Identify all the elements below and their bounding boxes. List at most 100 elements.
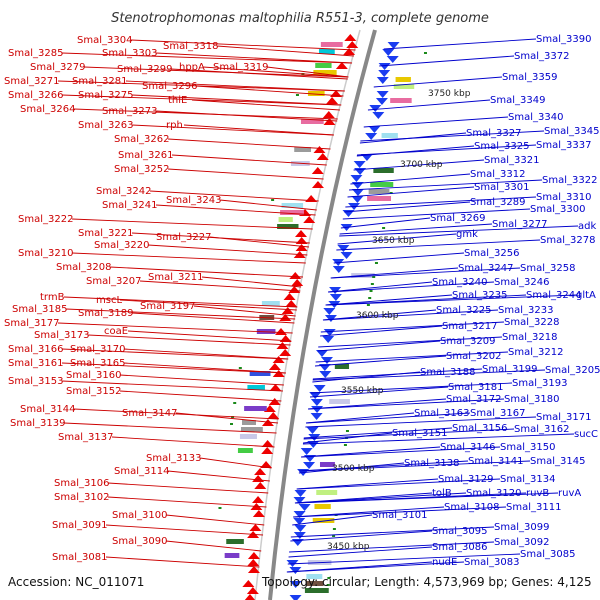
gene-label[interactable]: Smal_3173 (34, 330, 89, 341)
gene-label[interactable]: Smal_3090 (112, 536, 167, 547)
gene-label[interactable]: Smal_3340 (508, 112, 563, 123)
gene-label[interactable]: Smal_3147 (122, 408, 177, 419)
gene-label[interactable]: Smal_3152 (66, 386, 121, 397)
gene-label[interactable]: Smal_3261 (118, 150, 173, 161)
gene-label[interactable]: Smal_3092 (494, 537, 549, 548)
gene-label[interactable]: Smal_3139 (10, 418, 65, 429)
gene-label[interactable]: thiE (168, 95, 187, 106)
gene-label[interactable]: Smal_3180 (504, 394, 559, 405)
gene-label[interactable]: mscL (96, 295, 122, 306)
gene-label[interactable]: Smal_3244 (526, 290, 581, 301)
gene-label[interactable]: Smal_3296 (142, 81, 197, 92)
gene-label[interactable]: Smal_3247 (458, 263, 513, 274)
gene-label[interactable]: Smal_3252 (114, 164, 169, 175)
gene-label[interactable]: Smal_3275 (78, 90, 133, 101)
gene-label[interactable]: hppA (179, 62, 205, 73)
gene-label[interactable]: Smal_3218 (502, 332, 557, 343)
gene-label[interactable]: Smal_3111 (506, 502, 561, 513)
gene-label[interactable]: Smal_3156 (452, 423, 507, 434)
gene-label[interactable]: Smal_3193 (512, 378, 567, 389)
gene-label[interactable]: Smal_3141 (468, 456, 523, 467)
gene-label[interactable]: Smal_3170 (70, 344, 125, 355)
gene-label[interactable]: Smal_3150 (500, 442, 555, 453)
gene-label[interactable]: Smal_3091 (52, 520, 107, 531)
gene-label[interactable]: gmk (456, 229, 478, 240)
gene-label[interactable]: Smal_3258 (520, 263, 575, 274)
gene-label[interactable]: Smal_3240 (432, 277, 487, 288)
gene-label[interactable]: Smal_3209 (440, 336, 495, 347)
gene-label[interactable]: Smal_3256 (464, 248, 519, 259)
gene-label[interactable]: Smal_3134 (500, 474, 555, 485)
gene-label[interactable]: Smal_3359 (502, 72, 557, 83)
gene-label[interactable]: Smal_3210 (18, 248, 73, 259)
gene-label[interactable]: Smal_3181 (448, 382, 503, 393)
gene-label[interactable]: Smal_3271 (4, 76, 59, 87)
gene-label[interactable]: Smal_3312 (470, 169, 525, 180)
gene-label[interactable]: Smal_3207 (86, 276, 141, 287)
gene-label[interactable]: Smal_3299 (117, 64, 172, 75)
gene-label[interactable]: Smal_3246 (494, 277, 549, 288)
gene-label[interactable]: Smal_3133 (146, 453, 201, 464)
gene-label[interactable]: coaE (104, 326, 128, 337)
gene-label[interactable]: Smal_3235 (452, 290, 507, 301)
gene-label[interactable]: gltA (576, 290, 596, 301)
gene-label[interactable]: Smal_3160 (66, 370, 121, 381)
gene-label[interactable]: Smal_3322 (542, 175, 597, 186)
gene-label[interactable]: tolB (432, 488, 452, 499)
gene-label[interactable]: Smal_3303 (102, 48, 157, 59)
gene-label[interactable]: trmB (40, 292, 65, 303)
gene-label[interactable]: Smal_3114 (114, 466, 169, 477)
gene-label[interactable]: Smal_3120 (466, 488, 521, 499)
gene-label[interactable]: Smal_3108 (444, 502, 499, 513)
gene-label[interactable]: Smal_3325 (474, 141, 529, 152)
gene-label[interactable]: Smal_3273 (102, 106, 157, 117)
gene-label[interactable]: Smal_3345 (544, 126, 599, 137)
gene-label[interactable]: Smal_3217 (442, 321, 497, 332)
gene-label[interactable]: Smal_3129 (438, 474, 493, 485)
gene-label[interactable]: Smal_3144 (20, 404, 75, 415)
gene-label[interactable]: Smal_3083 (464, 557, 519, 568)
gene-label[interactable]: Smal_3153 (8, 376, 63, 387)
gene-label[interactable]: Smal_3310 (536, 192, 591, 203)
gene-label[interactable]: Smal_3199 (482, 364, 537, 375)
gene-label[interactable]: rph (166, 120, 183, 131)
gene-label[interactable]: Smal_3106 (54, 478, 109, 489)
gene-label[interactable]: nudE (432, 557, 457, 568)
gene-label[interactable]: Smal_3220 (94, 240, 149, 251)
gene-label[interactable]: Smal_3081 (52, 552, 107, 563)
gene-label[interactable]: Smal_3099 (494, 522, 549, 533)
gene-label[interactable]: Smal_3177 (4, 318, 59, 329)
gene-label[interactable]: Smal_3100 (112, 510, 167, 521)
gene-label[interactable]: Smal_3279 (30, 62, 85, 73)
gene-label[interactable]: Smal_3145 (530, 456, 585, 467)
gene-label[interactable]: Smal_3318 (163, 41, 218, 52)
gene-label[interactable]: adk (578, 221, 596, 232)
gene-label[interactable]: Smal_3188 (420, 367, 475, 378)
gene-label[interactable]: Smal_3212 (508, 347, 563, 358)
gene-label[interactable]: Smal_3189 (78, 308, 133, 319)
gene-label[interactable]: Smal_3304 (77, 35, 132, 46)
gene-label[interactable]: Smal_3172 (446, 394, 501, 405)
gene-label[interactable]: Smal_3185 (12, 304, 67, 315)
gene-label[interactable]: Smal_3137 (58, 432, 113, 443)
gene-label[interactable]: ruvA (558, 488, 581, 499)
gene-label[interactable]: Smal_3227 (156, 232, 211, 243)
gene-label[interactable]: Smal_3285 (8, 48, 63, 59)
gene-label[interactable]: Smal_3281 (72, 76, 127, 87)
gene-label[interactable]: Smal_3266 (8, 90, 63, 101)
gene-label[interactable]: Smal_3166 (8, 344, 63, 355)
gene-label[interactable]: Smal_3300 (530, 204, 585, 215)
gene-label[interactable]: Smal_3221 (78, 228, 133, 239)
gene-label[interactable]: Smal_3151 (392, 428, 447, 439)
gene-label[interactable]: Smal_3241 (102, 200, 157, 211)
gene-label[interactable]: Smal_3277 (492, 219, 547, 230)
gene-label[interactable]: Smal_3319 (213, 62, 268, 73)
gene-label[interactable]: Smal_3171 (536, 412, 591, 423)
gene-label[interactable]: Smal_3202 (446, 351, 501, 362)
gene-label[interactable]: Smal_3146 (440, 442, 495, 453)
gene-label[interactable]: Smal_3243 (166, 195, 221, 206)
gene-label[interactable]: Smal_3372 (514, 51, 569, 62)
gene-label[interactable]: Smal_3233 (498, 305, 553, 316)
gene-label[interactable]: Smal_3162 (514, 424, 569, 435)
gene-label[interactable]: Smal_3327 (466, 128, 521, 139)
